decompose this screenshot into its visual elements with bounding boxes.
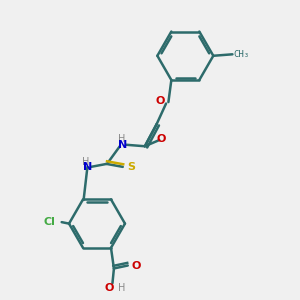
Text: CH₃: CH₃	[234, 50, 250, 59]
Text: S: S	[127, 162, 135, 172]
Text: Cl: Cl	[44, 217, 56, 227]
Text: O: O	[131, 260, 141, 271]
Text: N: N	[83, 162, 92, 172]
Text: H: H	[82, 157, 90, 166]
Text: H: H	[118, 134, 125, 145]
Text: H: H	[118, 283, 125, 292]
Text: O: O	[105, 283, 114, 292]
Text: O: O	[155, 96, 165, 106]
Text: N: N	[118, 140, 128, 150]
Text: O: O	[156, 134, 166, 144]
